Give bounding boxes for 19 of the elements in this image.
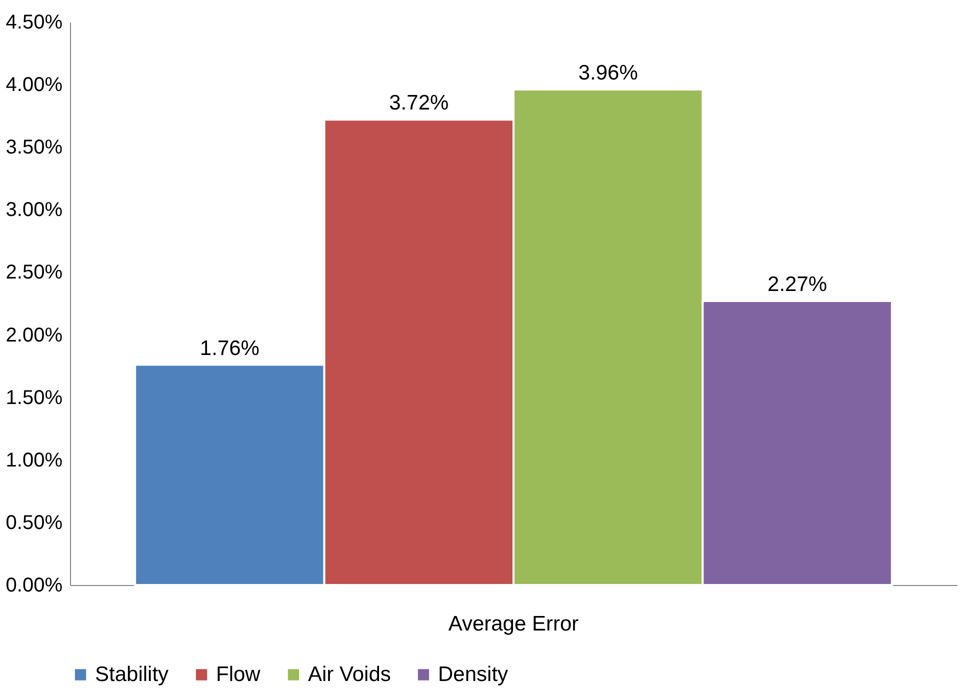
- y-tick-label: 3.00%: [6, 199, 63, 222]
- y-tick-label: 1.00%: [6, 449, 63, 472]
- y-tick-label: 0.50%: [6, 512, 63, 534]
- y-tick-label: 0.00%: [6, 574, 63, 596]
- legend-label: Flow: [216, 662, 262, 686]
- x-tick-label: Average Error: [448, 612, 579, 636]
- data-label: 1.76%: [200, 336, 260, 360]
- y-tick-label: 2.50%: [6, 262, 63, 284]
- y-tick-label: 4.00%: [6, 74, 63, 96]
- y-tick-label: 3.50%: [6, 136, 63, 159]
- legend-label: Density: [438, 662, 509, 686]
- legend-label: Air Voids: [308, 662, 391, 686]
- y-tick-label: 1.50%: [6, 386, 63, 409]
- legend-label: Stability: [95, 662, 170, 686]
- data-label: 3.96%: [578, 62, 638, 85]
- y-tick-label: 2.00%: [6, 324, 63, 346]
- data-label: 3.72%: [389, 92, 449, 115]
- data-label: 2.27%: [768, 273, 828, 296]
- y-tick-label: 4.50%: [6, 12, 63, 34]
